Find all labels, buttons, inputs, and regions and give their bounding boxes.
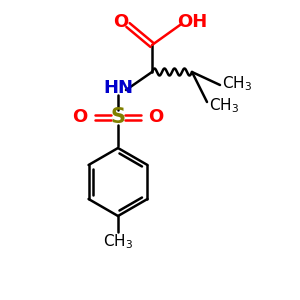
Text: O: O	[148, 108, 164, 126]
Text: CH$_3$: CH$_3$	[222, 75, 252, 93]
Text: OH: OH	[177, 13, 207, 31]
Text: O: O	[113, 13, 129, 31]
Text: CH$_3$: CH$_3$	[103, 233, 133, 251]
Text: O: O	[72, 108, 88, 126]
Text: S: S	[110, 107, 125, 127]
Text: CH$_3$: CH$_3$	[209, 97, 239, 115]
Text: HN: HN	[103, 79, 133, 97]
